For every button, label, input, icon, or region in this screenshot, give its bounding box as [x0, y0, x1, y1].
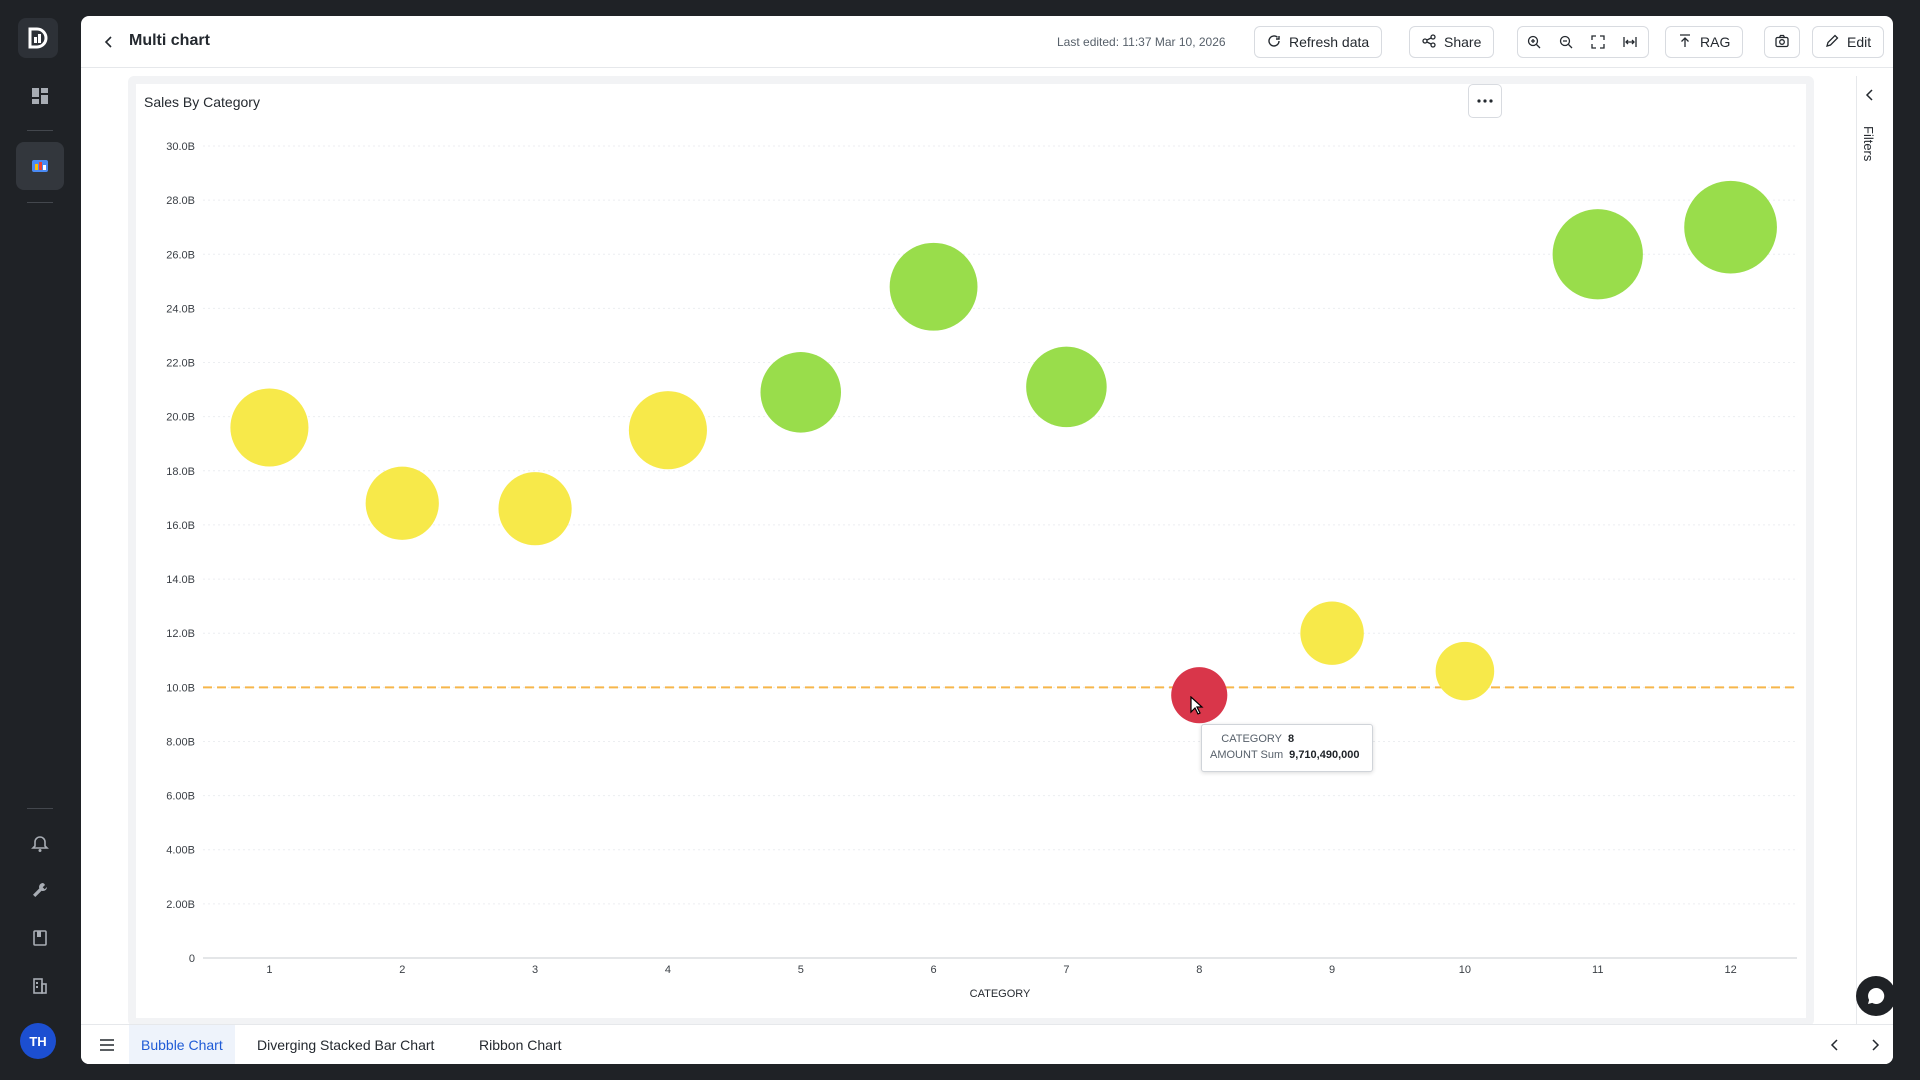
x-tick-label: 7 [1063, 964, 1069, 976]
y-tick-label: 6.00B [166, 791, 195, 803]
edit-label: Edit [1847, 34, 1872, 50]
chat-icon[interactable] [1856, 976, 1893, 1016]
y-tick-label: 10.0B [166, 682, 195, 694]
bell-icon[interactable] [16, 820, 64, 868]
y-tick-label: 8.00B [166, 736, 195, 748]
x-tick-label: 9 [1329, 964, 1335, 976]
refresh-data-button[interactable]: Refresh data [1254, 26, 1383, 58]
bubble-point [1300, 601, 1364, 665]
y-tick-label: 20.0B [166, 412, 195, 424]
y-tick-label: 22.0B [166, 358, 195, 370]
dashboard-icon[interactable] [16, 72, 64, 120]
rail-divider [27, 130, 53, 131]
left-rail: TH [0, 0, 76, 1080]
pencil-icon [1825, 34, 1839, 51]
bubble-point [230, 388, 309, 467]
previous-page-icon[interactable] [1825, 1035, 1845, 1055]
x-tick-label: 6 [931, 964, 937, 976]
bottom-tab-bar: Bubble Chart Diverging Stacked Bar Chart… [81, 1024, 1893, 1064]
mouse-cursor-icon [1190, 696, 1204, 715]
tab-ribbon-chart[interactable]: Ribbon Chart [479, 1037, 562, 1053]
y-tick-label: 0 [189, 953, 195, 965]
top-toolbar: Multi chart Last edited: 11:37 Mar 10, 2… [81, 16, 1893, 68]
tooltip-amount-key: AMOUNT Sum [1210, 749, 1284, 761]
x-tick-label: 11 [1592, 964, 1603, 976]
y-tick-label: 26.0B [166, 249, 195, 261]
camera-icon [1775, 34, 1789, 51]
y-tick-label: 24.0B [166, 303, 195, 315]
bubble-point [365, 466, 439, 540]
bubble-chart: 0 2.00B 4.00B 6.00B 8.00B 10.0B 12.0B 14.0B 16.0… [166, 141, 1797, 1000]
rail-divider [27, 202, 53, 203]
snapshot-button[interactable] [1764, 26, 1800, 58]
building-icon[interactable] [16, 962, 64, 1010]
bubble-point [1684, 180, 1777, 274]
bubble-point [760, 352, 842, 433]
chart-board-icon[interactable] [16, 142, 64, 190]
y-tick-label: 18.0B [166, 466, 195, 478]
chart-title: Sales By Category [144, 94, 260, 110]
x-tick-label: 3 [532, 964, 538, 976]
more-options-icon[interactable] [1468, 84, 1502, 118]
y-tick-label: 28.0B [166, 195, 195, 207]
hamburger-menu-icon[interactable] [95, 1033, 119, 1057]
y-tick-label: 12.0B [166, 628, 195, 640]
zoom-controls [1517, 26, 1649, 58]
main-panel: Multi chart Last edited: 11:37 Mar 10, 2… [81, 16, 1893, 1064]
share-label: Share [1444, 34, 1482, 50]
fit-width-icon[interactable] [1614, 27, 1646, 57]
avatar[interactable]: TH [20, 1023, 56, 1059]
book-icon[interactable] [16, 914, 64, 962]
y-tick-label: 30.0B [166, 141, 195, 153]
x-tick-label: 1 [266, 964, 272, 976]
x-tick-label: 8 [1196, 964, 1202, 976]
bubble-point [889, 242, 978, 331]
chevron-left-icon [1865, 88, 1875, 106]
back-arrow-icon[interactable] [97, 30, 121, 54]
filters-label: Filters [1861, 126, 1876, 162]
zoom-out-icon[interactable] [1550, 27, 1582, 57]
x-tick-label: 10 [1459, 964, 1471, 976]
share-icon [1422, 33, 1436, 51]
bubble-point [1026, 346, 1107, 428]
y-tick-label: 4.00B [166, 845, 195, 857]
tab-diverging-stacked-bar-chart[interactable]: Diverging Stacked Bar Chart [257, 1037, 435, 1053]
upload-icon [1678, 33, 1692, 51]
bubble-point [1171, 667, 1228, 724]
wrench-icon[interactable] [16, 866, 64, 914]
rail-divider [27, 808, 53, 809]
refresh-data-label: Refresh data [1289, 34, 1370, 50]
bubble-point [498, 472, 572, 546]
bubble-point [628, 391, 707, 470]
y-tick-label: 14.0B [166, 574, 195, 586]
rag-button[interactable]: RAG [1665, 26, 1744, 58]
y-tick-label: 2.00B [166, 899, 195, 911]
last-edited-text: Last edited: 11:37 Mar 10, 2026 [1057, 35, 1226, 49]
tab-bubble-chart[interactable]: Bubble Chart [129, 1025, 235, 1064]
logo-icon[interactable] [18, 18, 58, 58]
x-tick-label: 4 [665, 964, 671, 976]
fit-screen-icon[interactable] [1582, 27, 1614, 57]
x-tick-label: 2 [399, 964, 405, 976]
edit-button[interactable]: Edit [1812, 26, 1885, 58]
tooltip-category-key: CATEGORY [1221, 733, 1282, 745]
rag-label: RAG [1700, 34, 1731, 50]
page-title: Multi chart [129, 32, 210, 49]
next-page-icon[interactable] [1865, 1035, 1885, 1055]
bubble-point [1552, 209, 1643, 300]
zoom-in-icon[interactable] [1518, 27, 1550, 57]
share-button[interactable]: Share [1409, 26, 1495, 58]
x-axis-label: CATEGORY [970, 988, 1031, 1000]
x-tick-label: 5 [798, 964, 804, 976]
refresh-icon [1267, 34, 1281, 51]
filters-panel-toggle[interactable]: Filters [1856, 76, 1886, 1026]
chart-tooltip: CATEGORY 8 AMOUNT Sum 9,710,490,000 [1201, 724, 1373, 772]
chart-card: 0 2.00B 4.00B 6.00B 8.00B 10.0B 12.0B 14.0B 16.0… [128, 76, 1814, 1026]
tooltip-category-value: 8 [1288, 733, 1295, 745]
bubble-point [1435, 641, 1495, 701]
tooltip-amount-value: 9,710,490,000 [1289, 749, 1360, 761]
y-tick-label: 16.0B [166, 520, 195, 532]
x-tick-label: 12 [1724, 964, 1736, 976]
